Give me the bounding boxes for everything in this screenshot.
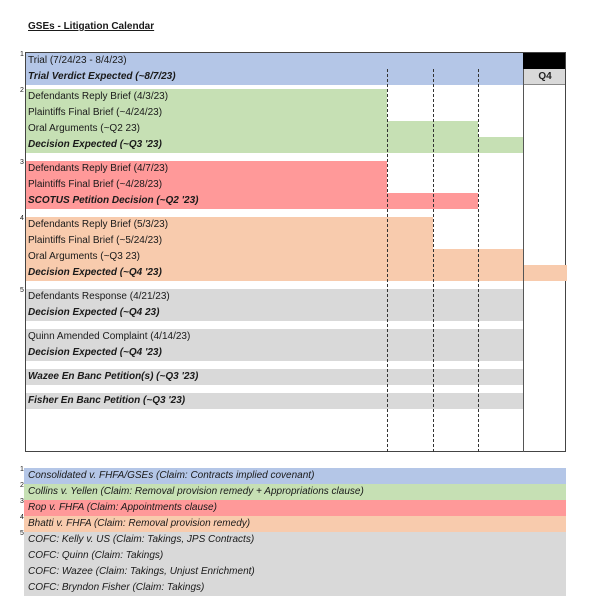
case-note-marker: 3 <box>20 159 24 166</box>
event-label: Defendants Reply Brief (5/3/23) <box>28 219 169 230</box>
column-divider <box>478 69 479 452</box>
event-label: SCOTUS Petition Decision (~Q2 '23) <box>28 195 199 206</box>
legend-note-marker: 5 <box>20 530 24 537</box>
legend-bar <box>24 564 566 580</box>
legend-bar <box>24 468 566 484</box>
timeline-bar <box>26 177 387 193</box>
legend-item: COFC: Kelly v. US (Claim: Takings, JPS C… <box>28 534 255 545</box>
timeline-bar <box>26 369 523 385</box>
timeline-bar <box>26 161 387 177</box>
event-label: Defendants Response (4/21/23) <box>28 291 170 302</box>
timeline-bar <box>26 265 567 281</box>
legend-item: Consolidated v. FHFA/GSEs (Claim: Contra… <box>28 470 315 481</box>
timeline-bar <box>26 329 523 345</box>
event-label: Quinn Amended Complaint (4/14/23) <box>28 331 191 342</box>
legend-bar <box>24 532 566 548</box>
event-label: Plaintiffs Final Brief (~4/24/23) <box>28 107 163 118</box>
legend-item: Collins v. Yellen (Claim: Removal provis… <box>28 486 364 497</box>
case-note-marker: 4 <box>20 215 24 222</box>
legend-bar <box>24 516 566 532</box>
event-label: Decision Expected (~Q4 '23) <box>28 347 162 358</box>
legend-bar <box>24 484 566 500</box>
legend-item: Rop v. FHFA (Claim: Appointments clause) <box>28 502 217 513</box>
legend-item: COFC: Quinn (Claim: Takings) <box>28 550 164 561</box>
legend-bar <box>24 580 566 596</box>
event-label: Decision Expected (~Q3 '23) <box>28 139 162 150</box>
litigation-calendar: 2023AprMayJunQ3Q4Trial (7/24/23 - 8/4/23… <box>25 52 567 452</box>
legend-item: COFC: Wazee (Claim: Takings, Unjust Enri… <box>28 566 255 577</box>
legend-bar <box>24 548 566 564</box>
column-divider <box>387 69 388 452</box>
column-header-q4: Q4 <box>538 71 552 82</box>
timeline-bar <box>26 233 433 249</box>
event-label: Wazee En Banc Petition(s) (~Q3 '23) <box>28 371 199 382</box>
column-divider <box>523 69 524 452</box>
legend-note-marker: 2 <box>20 482 24 489</box>
event-label: Plaintiffs Final Brief (~4/28/23) <box>28 179 163 190</box>
event-label: Fisher En Banc Petition (~Q3 '23) <box>28 395 186 406</box>
event-label: Decision Expected (~Q4 '23) <box>28 267 162 278</box>
event-label: Oral Arguments (~Q2 23) <box>28 123 140 134</box>
legend-note-marker: 4 <box>20 514 24 521</box>
page-title: GSEs - Litigation Calendar <box>28 21 155 32</box>
case-note-marker: 2 <box>20 87 24 94</box>
event-label: Trial (7/24/23 - 8/4/23) <box>28 55 127 66</box>
legend-bar <box>24 500 566 516</box>
timeline-bar <box>26 305 523 321</box>
legend-item: COFC: Bryndon Fisher (Claim: Takings) <box>28 582 205 593</box>
timeline-bar <box>26 249 523 265</box>
case-note-marker: 1 <box>20 51 24 58</box>
case-note-marker: 5 <box>20 287 24 294</box>
timeline-bar <box>26 53 523 69</box>
legend-item: Bhatti v. FHFA (Claim: Removal provision… <box>28 518 251 529</box>
column-divider <box>433 69 434 452</box>
event-label: Decision Expected (~Q4 23) <box>28 307 160 318</box>
timeline-bar <box>26 69 523 85</box>
timeline-bar <box>26 345 523 361</box>
timeline-bar <box>26 105 387 121</box>
event-label: Oral Arguments (~Q3 23) <box>28 251 140 262</box>
timeline-bar <box>26 89 387 105</box>
legend-note-marker: 3 <box>20 498 24 505</box>
event-label: Defendants Reply Brief (4/3/23) <box>28 91 169 102</box>
event-label: Trial Verdict Expected (~8/7/23) <box>28 71 176 82</box>
timeline-bar <box>26 121 478 137</box>
event-label: Defendants Reply Brief (4/7/23) <box>28 163 169 174</box>
timeline-bar <box>26 193 478 209</box>
timeline-bar <box>26 217 433 233</box>
event-label: Plaintiffs Final Brief (~5/24/23) <box>28 235 163 246</box>
legend-note-marker: 1 <box>20 466 24 473</box>
timeline-bar <box>26 137 523 153</box>
timeline-bar <box>26 289 523 305</box>
timeline-bar <box>26 393 523 409</box>
